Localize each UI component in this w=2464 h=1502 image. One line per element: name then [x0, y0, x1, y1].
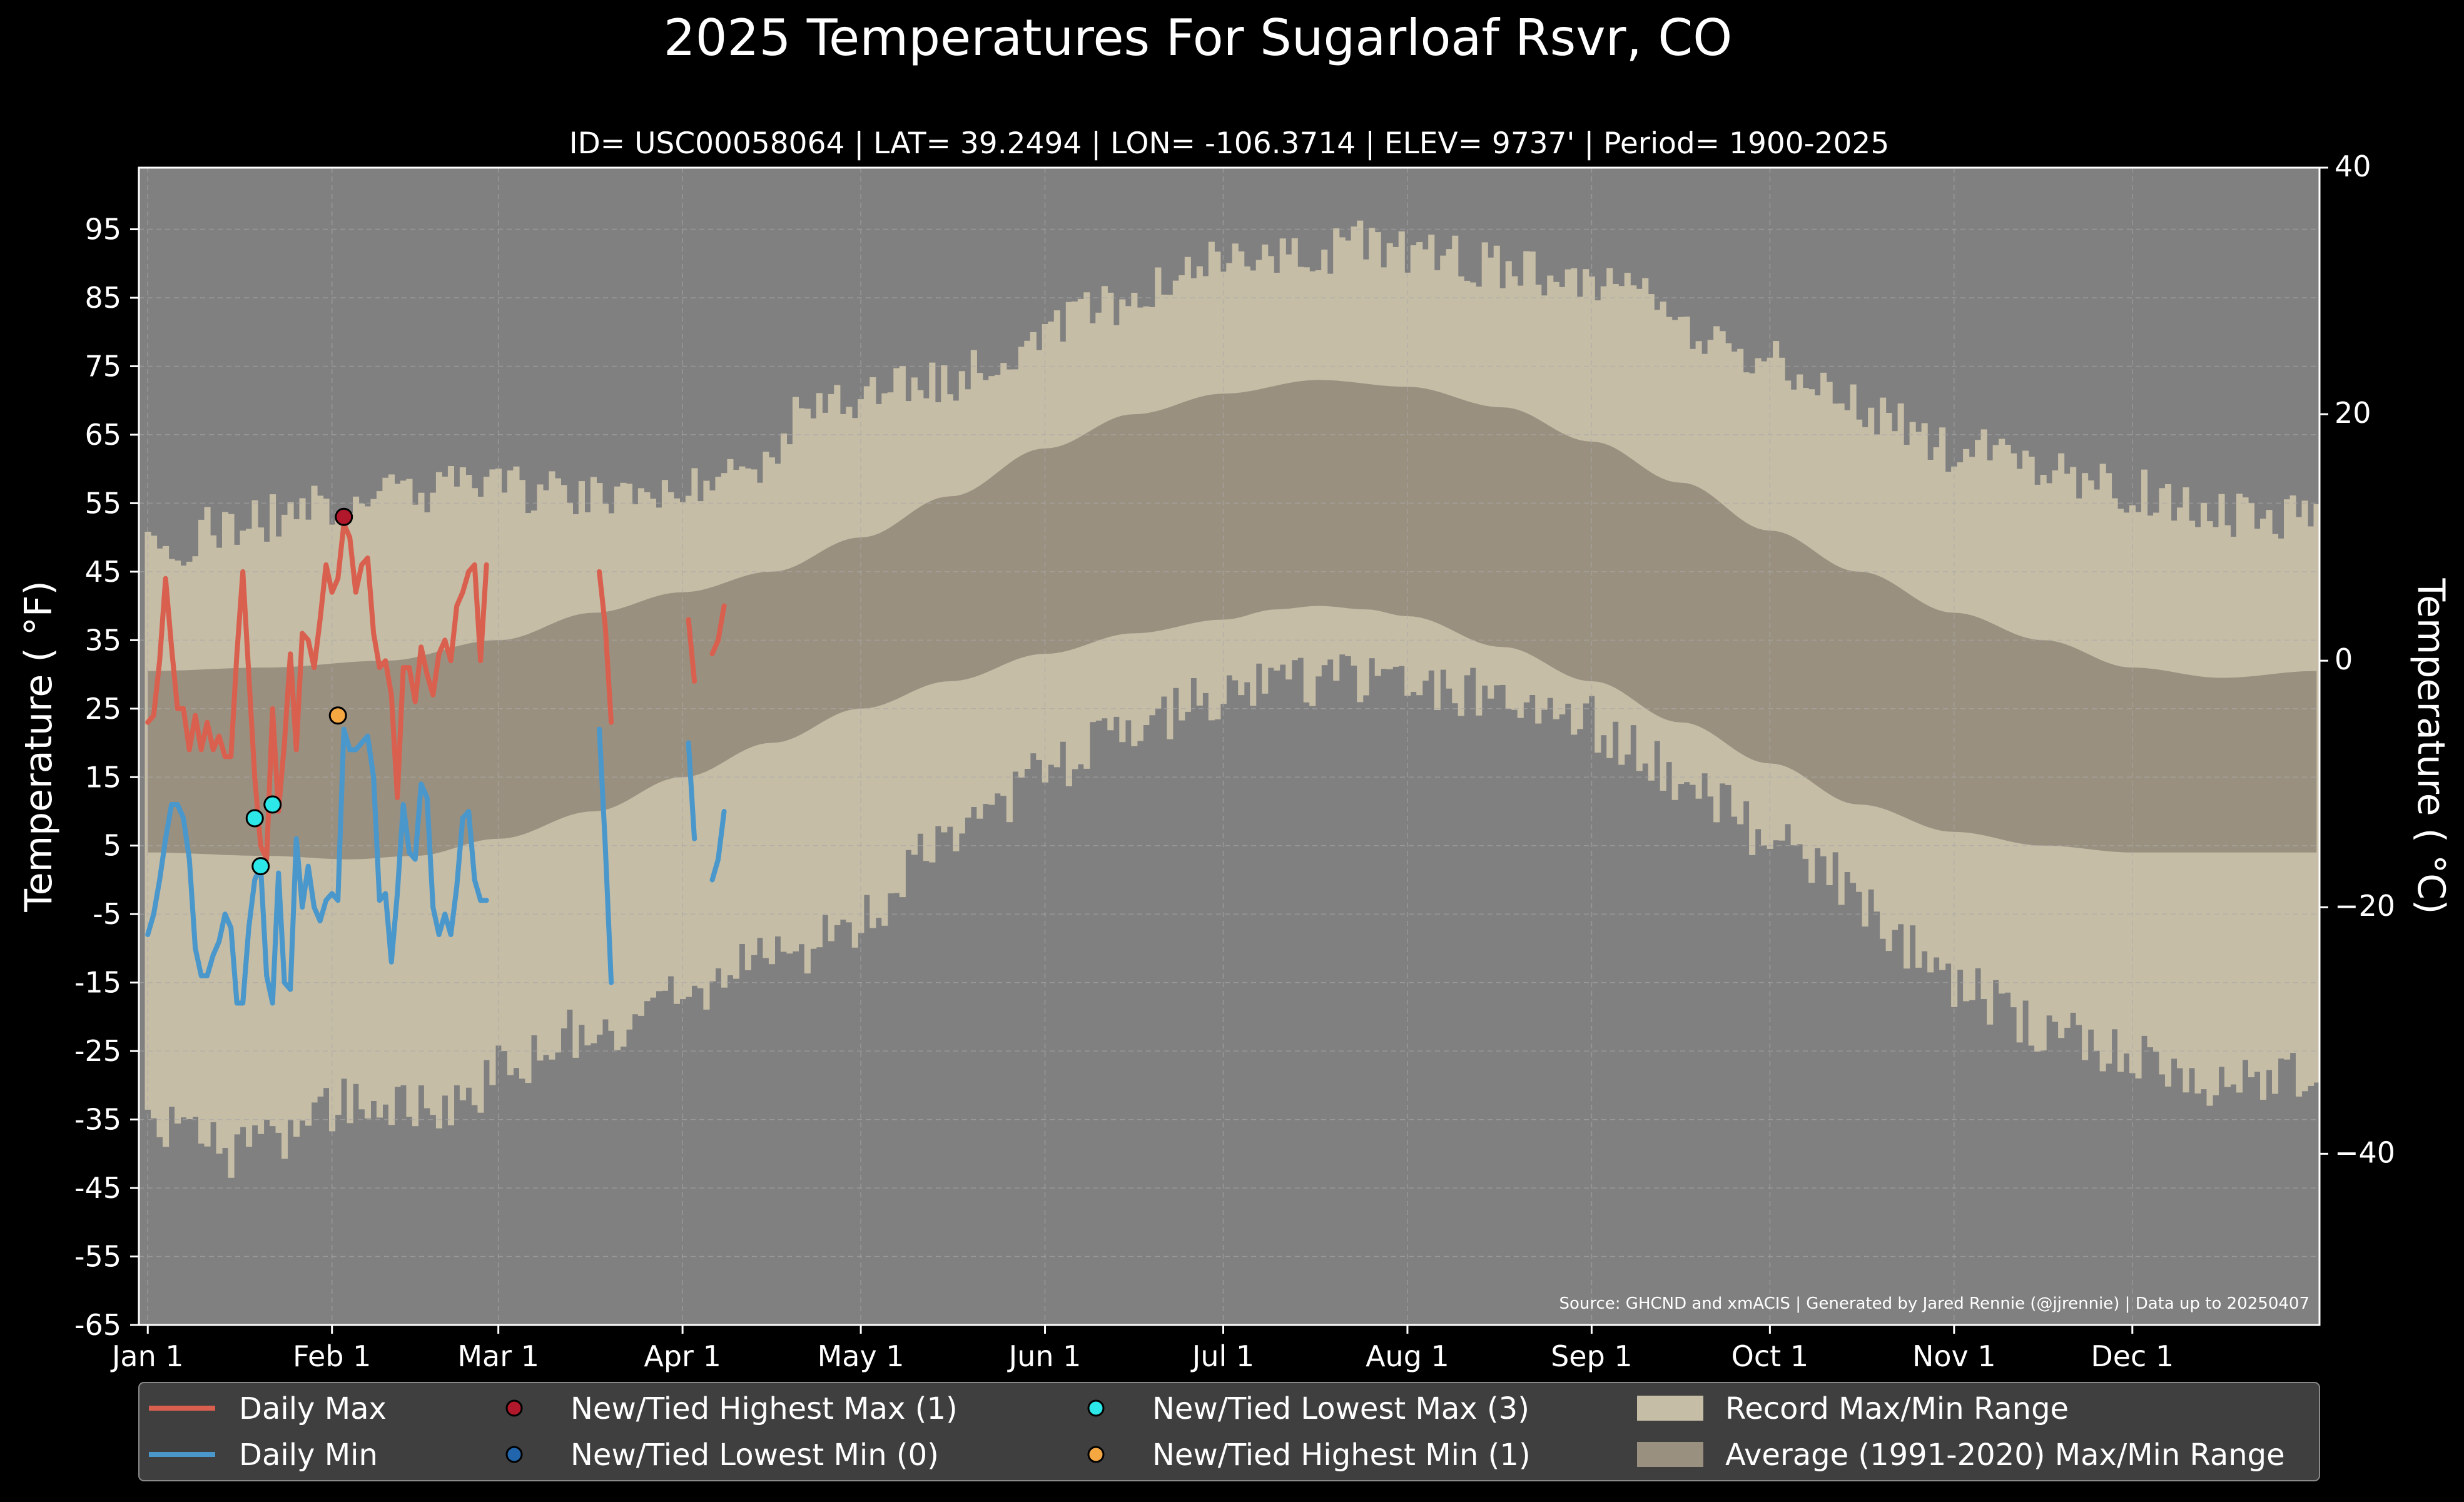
- x-tick-label: Jan 1: [110, 1339, 184, 1373]
- y-tick-label-left: -45: [74, 1171, 121, 1205]
- y-tick-label-right: 0: [2335, 642, 2353, 676]
- grid-lines: [139, 168, 2320, 1325]
- chart-subtitle: ID= USC00058064 | LAT= 39.2494 | LON= -1…: [569, 126, 1890, 161]
- x-tick-label: Feb 1: [293, 1339, 371, 1373]
- daily-max-line: [145, 521, 489, 862]
- new-low-max-point: [251, 857, 270, 876]
- y-tick-label-right: −20: [2335, 889, 2395, 923]
- y-axis-right: 40 20 0 −20 −40: [2320, 150, 2395, 1169]
- y-tick-label-left: 75: [84, 349, 121, 383]
- daily-max-line: [709, 603, 727, 657]
- daily-min-line: [709, 809, 727, 883]
- legend-box: [138, 1382, 2320, 1481]
- y-tick-label-left: 65: [84, 418, 121, 452]
- x-tick-label: Mar 1: [457, 1339, 539, 1373]
- y-axis-left: 95 85 75 65 55 45 35 25 15 5 -5 -15 -25 -35 -45 -55 -65: [74, 213, 139, 1342]
- y-tick-label-left: 45: [84, 555, 121, 589]
- record-markers: [245, 507, 353, 876]
- chart-title: 2025 Temperatures For Sugarloaf Rsvr, CO: [664, 9, 1732, 67]
- y-axis-label-left: Temperature ( °F): [17, 581, 61, 913]
- legend-record-range-label: Record Max/Min Range: [1725, 1391, 2069, 1426]
- legend-daily-min-label: Daily Min: [239, 1438, 378, 1473]
- daily-min-line: [686, 740, 697, 841]
- average-range-band: [148, 380, 2317, 860]
- x-tick-label: May 1: [818, 1339, 905, 1373]
- y-tick-label-left: -25: [74, 1034, 121, 1068]
- x-tick-label: Jun 1: [1007, 1339, 1082, 1373]
- legend-average-range-swatch: [1637, 1442, 1703, 1467]
- daily-lines: [145, 521, 727, 1006]
- x-tick-label: Nov 1: [1912, 1339, 1996, 1373]
- daily-max-line: [597, 569, 614, 725]
- y-tick-label-left: 15: [84, 760, 121, 794]
- legend-new-low-max-label: New/Tied Lowest Max (3): [1152, 1391, 1529, 1426]
- legend-daily-max-label: Daily Max: [239, 1391, 387, 1426]
- y-tick-label-left: 25: [84, 692, 121, 726]
- legend-new-high-max-label: New/Tied Highest Max (1): [570, 1391, 958, 1426]
- y-axis-label-right: Temperature ( °C): [2409, 578, 2453, 915]
- legend: Daily Max Daily Min New/Tied Highest Max…: [138, 1382, 2320, 1481]
- legend-new-high-min-marker: [1087, 1446, 1105, 1463]
- y-tick-label-left: -5: [93, 897, 121, 931]
- y-tick-label-left: -55: [74, 1240, 121, 1274]
- daily-min-line: [597, 726, 614, 985]
- x-tick-label: Jul 1: [1190, 1339, 1254, 1373]
- y-tick-label-left: -65: [74, 1308, 121, 1342]
- x-tick-label: Dec 1: [2091, 1339, 2174, 1373]
- y-tick-label-right: 40: [2335, 150, 2371, 183]
- new-high-max-point: [335, 507, 353, 526]
- y-tick-label-left: 55: [84, 486, 121, 520]
- new-high-min-point: [328, 706, 347, 725]
- y-tick-label-left: 35: [84, 623, 121, 657]
- plot-frame: [138, 166, 2321, 1326]
- new-low-max-point: [263, 795, 282, 814]
- y-tick-label-left: -15: [74, 966, 121, 1000]
- y-tick-label-left: -35: [74, 1103, 121, 1137]
- legend-new-high-min-label: New/Tied Highest Min (1): [1152, 1438, 1531, 1473]
- legend-new-high-max-marker: [505, 1399, 523, 1417]
- y-tick-label-left: 5: [103, 829, 121, 863]
- legend-new-low-min-marker: [505, 1446, 523, 1463]
- record-range-bar: [2313, 504, 2320, 1083]
- y-tick-label-left: 85: [84, 281, 121, 315]
- x-tick-label: Sep 1: [1551, 1339, 1633, 1373]
- legend-new-low-min-label: New/Tied Lowest Min (0): [570, 1438, 939, 1473]
- legend-average-range-label: Average (1991-2020) Max/Min Range: [1725, 1438, 2285, 1473]
- legend-new-low-max-marker: [1087, 1399, 1105, 1417]
- y-tick-label-right: −40: [2335, 1135, 2395, 1169]
- new-low-max-point: [245, 809, 264, 828]
- x-tick-label: Apr 1: [644, 1339, 721, 1373]
- x-tick-label: Aug 1: [1366, 1339, 1449, 1373]
- source-note: Source: GHCND and xmACIS | Generated by …: [1559, 1294, 2309, 1313]
- y-tick-label-right: 20: [2335, 396, 2371, 430]
- x-axis: Jan 1 Feb 1 Mar 1 Apr 1 May 1 Jun 1 Jul 1 Aug 1…: [110, 1325, 2174, 1373]
- daily-max-line: [686, 617, 697, 684]
- y-tick-label-left: 95: [84, 213, 121, 246]
- legend-record-range-swatch: [1637, 1396, 1703, 1421]
- daily-min-line: [145, 726, 489, 1006]
- x-tick-label: Oct 1: [1731, 1339, 1808, 1373]
